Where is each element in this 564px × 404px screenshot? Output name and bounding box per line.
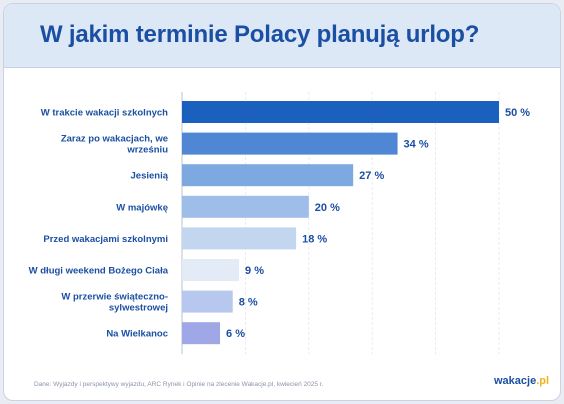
category-label-line: Jesienią [131,171,169,182]
category-label-line: W majówkę [116,202,168,213]
category-label: Zaraz po wakacjach, we wrześniu [61,134,168,156]
category-label-line: wrześniu [126,145,168,156]
value-label: 9 % [245,265,264,277]
category-label: Przed wakacjami szkolnymi [43,234,168,245]
bar [182,322,221,345]
category-label: W trakcie wakacji szkolnych [41,108,168,119]
value-label: 34 % [404,139,429,151]
infographic-card: W jakim terminie Polacy planują urlop? W… [3,3,561,401]
value-label: 20 % [315,202,340,214]
category-label-line: W trakcie wakacji szkolnych [41,108,168,119]
category-label-line: W długi weekend Bożego Ciała [29,266,169,277]
category-label-line: sylwestrowej [109,303,168,314]
category-label-line: W przerwie świąteczno- [61,292,168,303]
category-label: W długi weekend Bożego Ciała [29,266,169,277]
bar-chart: W trakcie wakacji szkolnych 50 % Zaraz po … [29,92,530,354]
value-label: 50 % [505,107,530,119]
value-label: 8 % [239,297,258,309]
bar [182,101,499,123]
logo-text: wakacje [494,375,537,387]
category-label: Jesienią [131,171,169,182]
category-label: Na Wielkanoc [106,329,168,340]
header-band: W jakim terminie Polacy planują urlop? [4,4,560,68]
logo-suffix: .pl [536,375,550,387]
bar [182,195,309,218]
bar [182,290,233,313]
category-label: W przerwie świąteczno-sylwestrowej [61,292,168,314]
brand-logo: wakacje.pl [494,375,549,387]
bar [182,164,354,187]
source-note: Dane: Wyjazdy i perspektywy wyjazdu, ARC… [34,381,324,388]
page-title: W jakim terminie Polacy planują urlop? [40,21,480,48]
bar [182,259,240,281]
category-label-line: Na Wielkanoc [106,329,168,340]
value-label: 6 % [226,328,245,340]
category-label: W majówkę [116,202,168,213]
bar [182,132,398,155]
value-label: 18 % [302,233,327,245]
category-label-line: Przed wakacjami szkolnymi [43,234,168,245]
bar [182,227,297,250]
value-label: 27 % [359,170,384,182]
category-label-line: Zaraz po wakacjach, we [61,134,168,145]
